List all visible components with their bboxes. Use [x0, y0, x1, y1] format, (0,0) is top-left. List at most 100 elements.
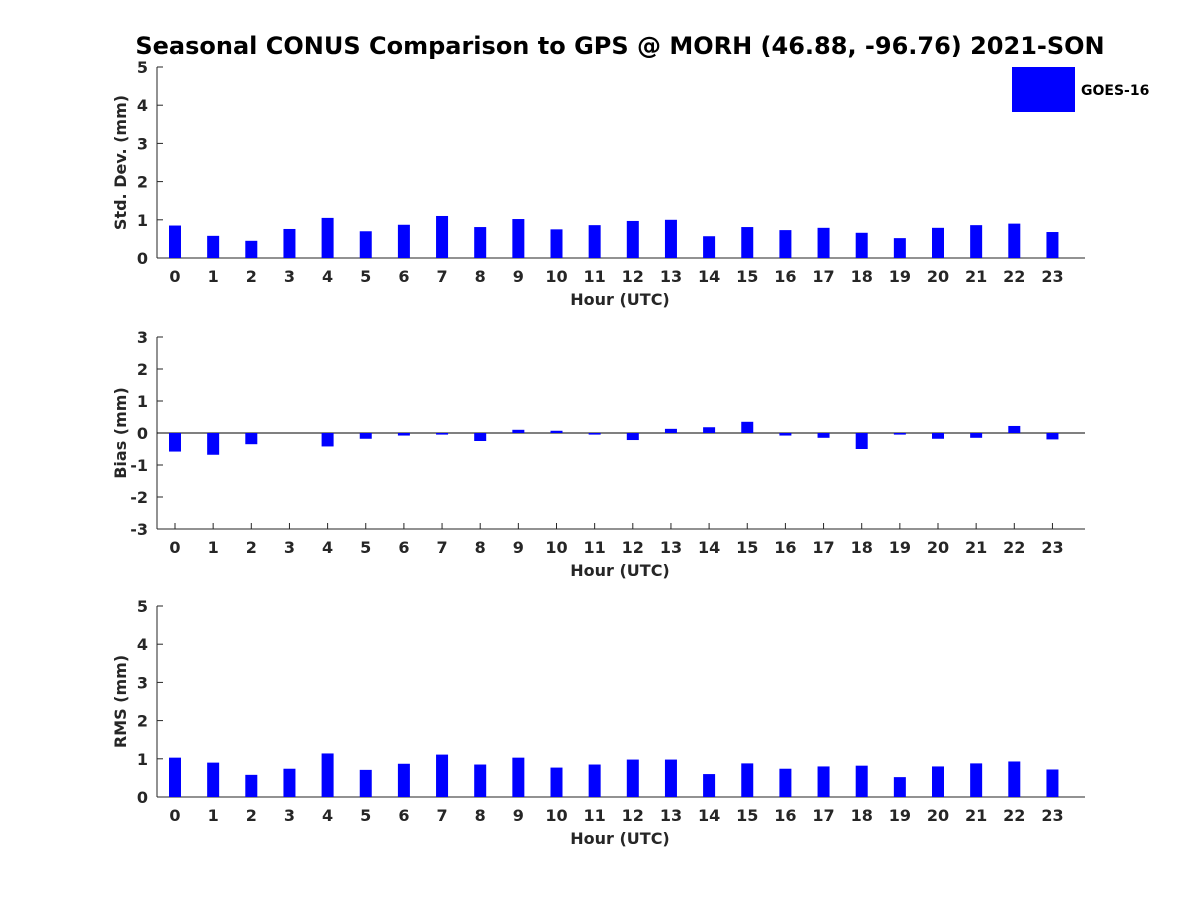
bar	[550, 430, 563, 433]
x-tick-label: 6	[398, 267, 409, 286]
bar	[588, 764, 601, 797]
x-tick-label: 18	[851, 806, 873, 825]
x-tick-label: 1	[208, 806, 219, 825]
bar	[779, 433, 792, 436]
bar	[664, 759, 677, 797]
x-tick-label: 5	[360, 267, 371, 286]
bar	[932, 433, 944, 439]
x-tick-label: 4	[322, 267, 333, 286]
bar	[664, 428, 677, 433]
bar	[893, 777, 906, 797]
x-tick-label: 3	[284, 267, 295, 286]
bar	[321, 433, 334, 447]
bar	[397, 433, 410, 436]
x-tick-label: 15	[736, 538, 758, 557]
x-tick-label: 12	[622, 538, 644, 557]
x-tick-label: 10	[545, 267, 567, 286]
x-tick-label: 16	[774, 267, 796, 286]
x-tick-label: 3	[284, 806, 295, 825]
x-tick-label: 11	[584, 267, 606, 286]
x-tick-label: 23	[1041, 267, 1063, 286]
bar	[817, 433, 830, 438]
legend-swatch	[1012, 67, 1075, 112]
x-tick-label: 0	[169, 267, 180, 286]
x-tick-label: 1	[208, 267, 219, 286]
x-tick-label: 10	[545, 538, 567, 557]
bar	[550, 767, 563, 797]
x-tick-label: 20	[927, 806, 949, 825]
y-tick-label: 3	[137, 134, 148, 153]
x-tick-label: 19	[889, 267, 911, 286]
bar	[741, 227, 754, 258]
bar	[1046, 769, 1059, 797]
bar	[321, 217, 334, 258]
bar	[970, 225, 983, 258]
bar	[893, 433, 906, 435]
bar	[893, 238, 906, 258]
bar	[359, 231, 372, 258]
x-tick-label: 20	[927, 538, 949, 557]
x-tick-label: 8	[475, 806, 486, 825]
y-tick-label: 1	[137, 392, 148, 411]
y-tick-label: -1	[130, 456, 148, 475]
x-tick-label: 18	[851, 538, 873, 557]
bar	[512, 219, 525, 258]
bar	[703, 427, 716, 433]
bar	[169, 225, 181, 258]
y-tick-label: 4	[137, 96, 148, 115]
x-tick-label: 2	[246, 538, 257, 557]
y-tick-label: 0	[137, 424, 148, 443]
bar	[207, 433, 220, 455]
bar	[436, 215, 449, 258]
bar	[855, 433, 868, 449]
x-tick-label: 8	[475, 538, 486, 557]
x-tick-label: 15	[736, 267, 758, 286]
x-tick-label: 19	[889, 806, 911, 825]
x-tick-label: 21	[965, 806, 987, 825]
x-tick-label: 15	[736, 806, 758, 825]
x-tick-label: 22	[1003, 538, 1025, 557]
bar	[397, 763, 410, 797]
legend-label: GOES-16	[1081, 83, 1149, 99]
x-tick-label: 23	[1041, 538, 1063, 557]
x-tick-label: 18	[851, 267, 873, 286]
bar	[169, 757, 181, 797]
x-tick-label: 6	[398, 538, 409, 557]
x-tick-label: 2	[246, 806, 257, 825]
x-tick-label: 4	[322, 806, 333, 825]
bar	[1008, 425, 1021, 433]
bar	[283, 768, 296, 797]
x-axis-label: Hour (UTC)	[570, 829, 670, 848]
x-tick-label: 14	[698, 267, 720, 286]
bar	[588, 225, 601, 258]
bar	[817, 227, 830, 258]
x-tick-label: 7	[436, 806, 447, 825]
x-tick-label: 0	[169, 806, 180, 825]
x-tick-label: 17	[812, 538, 834, 557]
chart-title: Seasonal CONUS Comparison to GPS @ MORH …	[135, 32, 1104, 60]
x-tick-label: 3	[284, 538, 295, 557]
y-tick-label: 5	[137, 597, 148, 616]
bar	[474, 227, 487, 258]
x-tick-label: 16	[774, 806, 796, 825]
x-tick-label: 22	[1003, 806, 1025, 825]
x-tick-label: 14	[698, 538, 720, 557]
bar	[474, 433, 487, 441]
bar	[703, 774, 716, 797]
bar	[626, 759, 639, 797]
x-tick-label: 11	[584, 806, 606, 825]
bar	[397, 224, 410, 258]
x-tick-label: 12	[622, 267, 644, 286]
bar	[855, 232, 868, 258]
y-tick-label: 4	[137, 635, 148, 654]
bar	[855, 765, 868, 797]
bar	[741, 763, 754, 797]
x-tick-label: 17	[812, 806, 834, 825]
bar	[474, 764, 487, 797]
x-tick-label: 21	[965, 538, 987, 557]
bar	[1008, 761, 1021, 797]
bar	[512, 429, 525, 433]
x-tick-label: 10	[545, 806, 567, 825]
